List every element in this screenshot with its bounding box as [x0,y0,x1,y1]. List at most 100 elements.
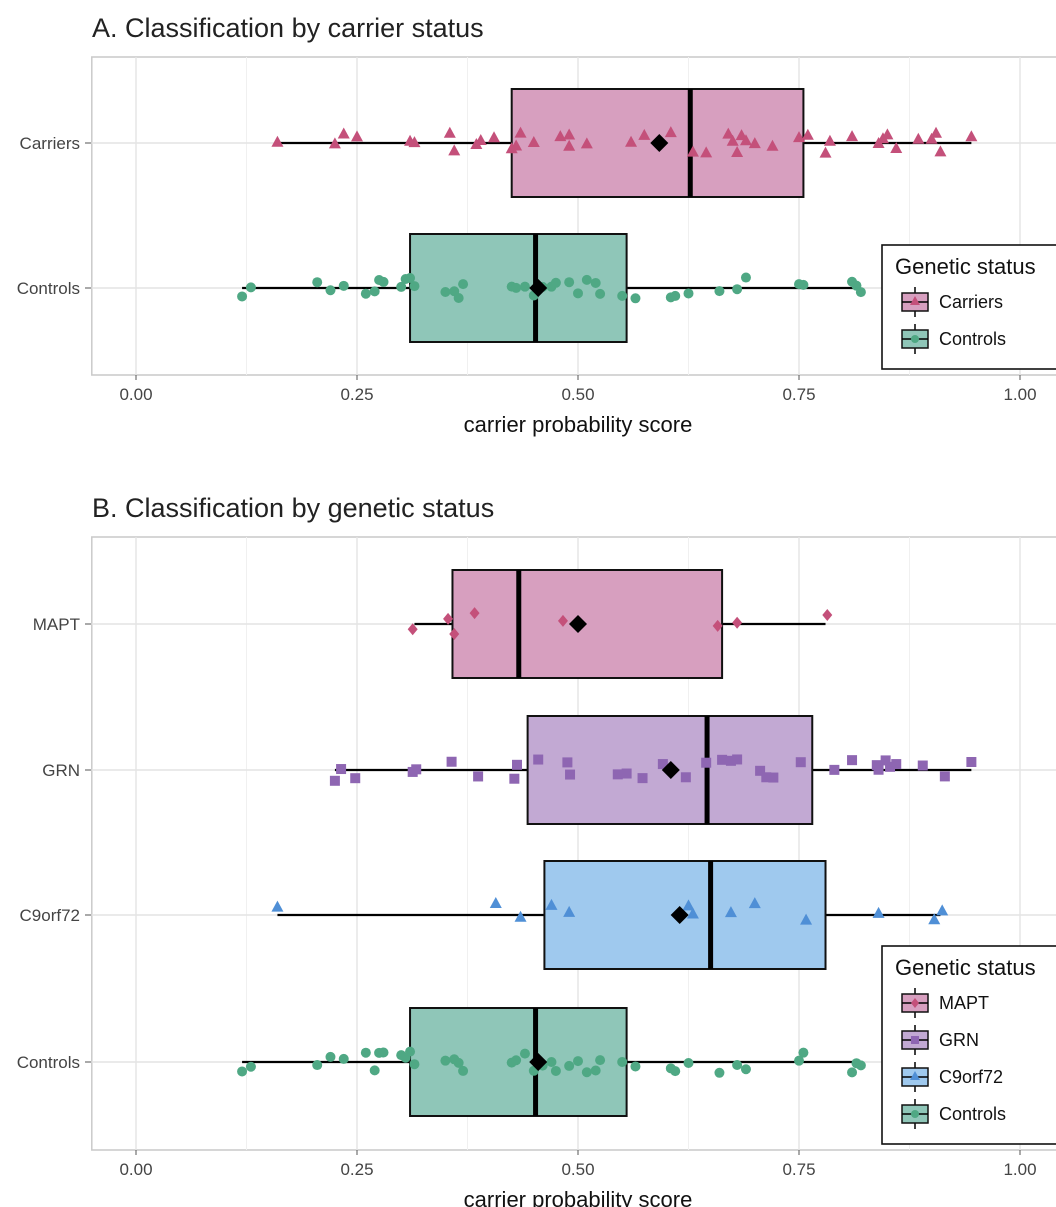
data-point-carriers [563,139,576,151]
data-point-controls [453,1057,464,1068]
legend-label-controls: Controls [939,1104,1006,1124]
mean-marker-mapt [569,615,587,633]
box-c9orf72 [543,860,827,970]
data-point-carriers [488,131,501,143]
data-point-controls [798,1047,809,1058]
data-point-c9orf72 [545,898,558,910]
data-point-controls [405,1046,416,1057]
data-point-controls [312,277,323,288]
mean-marker-grn [661,761,680,779]
data-point-carriers [686,145,699,157]
data-point-controls [573,1056,583,1067]
category-label-controls: Controls [17,279,80,298]
data-point-grn [637,773,648,784]
data-point-controls [670,1066,681,1077]
data-point-grn [966,757,977,768]
data-point-carriers [726,134,739,146]
data-point-carriers [271,135,284,147]
data-point-carriers [965,130,978,142]
data-point-grn [562,757,573,768]
data-point-carriers [819,146,832,158]
legend-key-point [911,1110,919,1118]
panel-b: B. Classification by genetic status 0.00 0… [17,493,1056,1207]
data-point-controls [581,274,592,285]
x-tick-label: 1.00 [1003,1160,1036,1179]
data-point-c9orf72 [489,897,502,909]
data-point-grn [657,759,668,770]
data-point-carriers [930,126,943,138]
data-point-carriers [514,126,527,138]
data-point-carriers [890,142,903,154]
data-point-controls [546,1056,557,1067]
data-point-controls [378,276,389,287]
x-tick-label: 0.75 [782,1160,815,1179]
data-point-controls [245,1061,256,1072]
data-point-controls [683,288,694,299]
mean-marker-controls [529,1053,548,1071]
data-point-carriers [448,144,461,156]
data-point-carriers [912,132,925,144]
data-point-controls [369,1065,380,1076]
data-point-grn [533,754,544,765]
data-point-c9orf72 [563,905,576,917]
data-point-carriers [748,137,761,149]
data-point-carriers [580,137,593,149]
data-point-controls [396,281,407,292]
data-point-controls [740,1064,751,1075]
data-point-carriers [766,139,779,151]
data-point-carriers [925,132,938,144]
data-point-controls [847,1067,858,1078]
data-point-controls [440,286,451,297]
category-label-controls: Controls [17,1053,80,1072]
data-point-carriers [638,128,651,140]
data-point-controls [360,288,371,299]
data-point-controls [338,280,349,291]
data-point-controls [237,1066,248,1077]
mean-marker-c9orf72 [670,906,689,924]
legend-label-c9orf72: C9orf72 [939,1067,1003,1087]
data-point-mapt [469,607,480,620]
data-point-grn [621,768,632,779]
legend-label-controls: Controls [939,329,1006,349]
data-point-c9orf72 [514,910,527,922]
legend-label-grn: GRN [939,1030,979,1050]
data-point-controls [458,279,469,290]
data-point-mapt [822,608,833,621]
data-point-carriers [739,134,752,146]
data-point-grn [446,756,457,767]
data-point-controls [794,1055,804,1066]
legend-key-point [911,335,919,343]
data-point-controls [325,285,336,296]
data-point-grn [350,773,361,784]
category-label-carriers: Carriers [20,134,80,153]
data-point-c9orf72 [686,907,699,919]
data-point-c9orf72 [928,913,941,925]
data-point-controls [630,1061,641,1072]
data-point-carriers [793,131,805,143]
data-point-controls [683,1057,694,1068]
data-point-grn [768,772,779,783]
data-point-grn [917,760,928,771]
data-point-controls [581,1067,592,1078]
data-point-controls [511,1055,522,1066]
x-tick-label: 0.50 [561,1160,594,1179]
data-point-grn [880,755,891,766]
data-point-carriers [328,137,341,149]
data-point-carriers [801,128,814,140]
data-point-grn [509,773,520,784]
x-tick-label: 0.75 [782,385,815,404]
data-point-grn [829,764,840,775]
legend-label-carriers: Carriers [939,292,1003,312]
data-point-carriers [934,145,947,157]
data-point-grn [891,759,902,770]
data-point-controls [405,273,416,284]
chart-title: A. Classification by carrier status [92,13,484,43]
data-point-grn [725,755,736,766]
data-point-controls [519,1048,530,1059]
data-point-controls [369,286,380,297]
data-point-controls [595,288,606,299]
x-tick-label: 1.00 [1003,385,1036,404]
data-point-carriers [510,139,523,151]
data-point-grn [329,775,340,786]
data-point-grn [795,757,806,768]
